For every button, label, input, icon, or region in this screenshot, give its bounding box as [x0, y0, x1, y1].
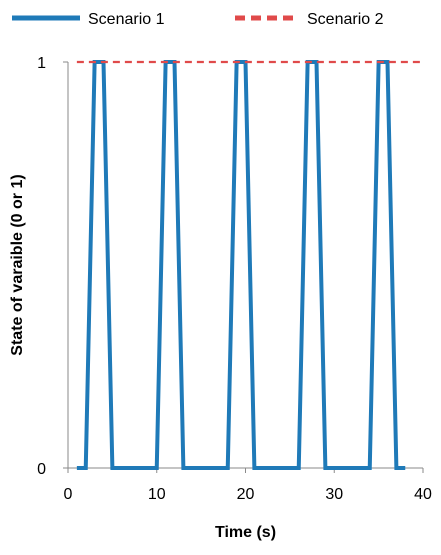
legend-label-scenario-1: Scenario 1 [88, 11, 165, 28]
series-line-scenario-1 [76, 60, 406, 470]
x-ticks: 0 10 20 30 40 [64, 468, 432, 503]
y-tick-label: 1 [37, 55, 46, 72]
x-tick-label: 0 [64, 486, 73, 503]
x-tick-label: 10 [148, 486, 166, 503]
x-axis-title: Time (s) [215, 524, 276, 541]
legend: Scenario 1 Scenario 2 [12, 11, 384, 28]
y-axis-title: State of varaible (0 or 1) [9, 174, 26, 355]
x-tick-label: 40 [414, 486, 432, 503]
x-tick-label: 30 [325, 486, 343, 503]
y-ticks: 01 [37, 55, 68, 478]
y-tick-label: 0 [37, 461, 46, 478]
x-tick-label: 20 [237, 486, 255, 503]
legend-label-scenario-2: Scenario 2 [307, 11, 384, 28]
series-layer [76, 60, 423, 470]
